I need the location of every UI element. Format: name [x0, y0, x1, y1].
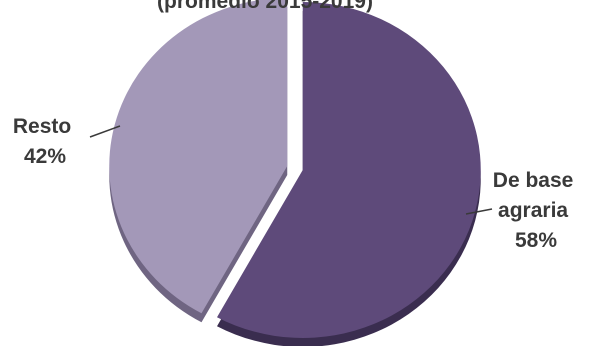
label-resto: Resto 42%: [13, 115, 77, 168]
slice-base-agraria: [216, 1, 481, 338]
leader-line-resto: [89, 125, 121, 138]
chart-title: (promedio 2015-2019): [157, 0, 373, 13]
leader-line-base-agraria: [465, 208, 493, 215]
label-base-agraria: De base agraria 58%: [493, 169, 579, 252]
slice-resto: [109, 0, 288, 314]
